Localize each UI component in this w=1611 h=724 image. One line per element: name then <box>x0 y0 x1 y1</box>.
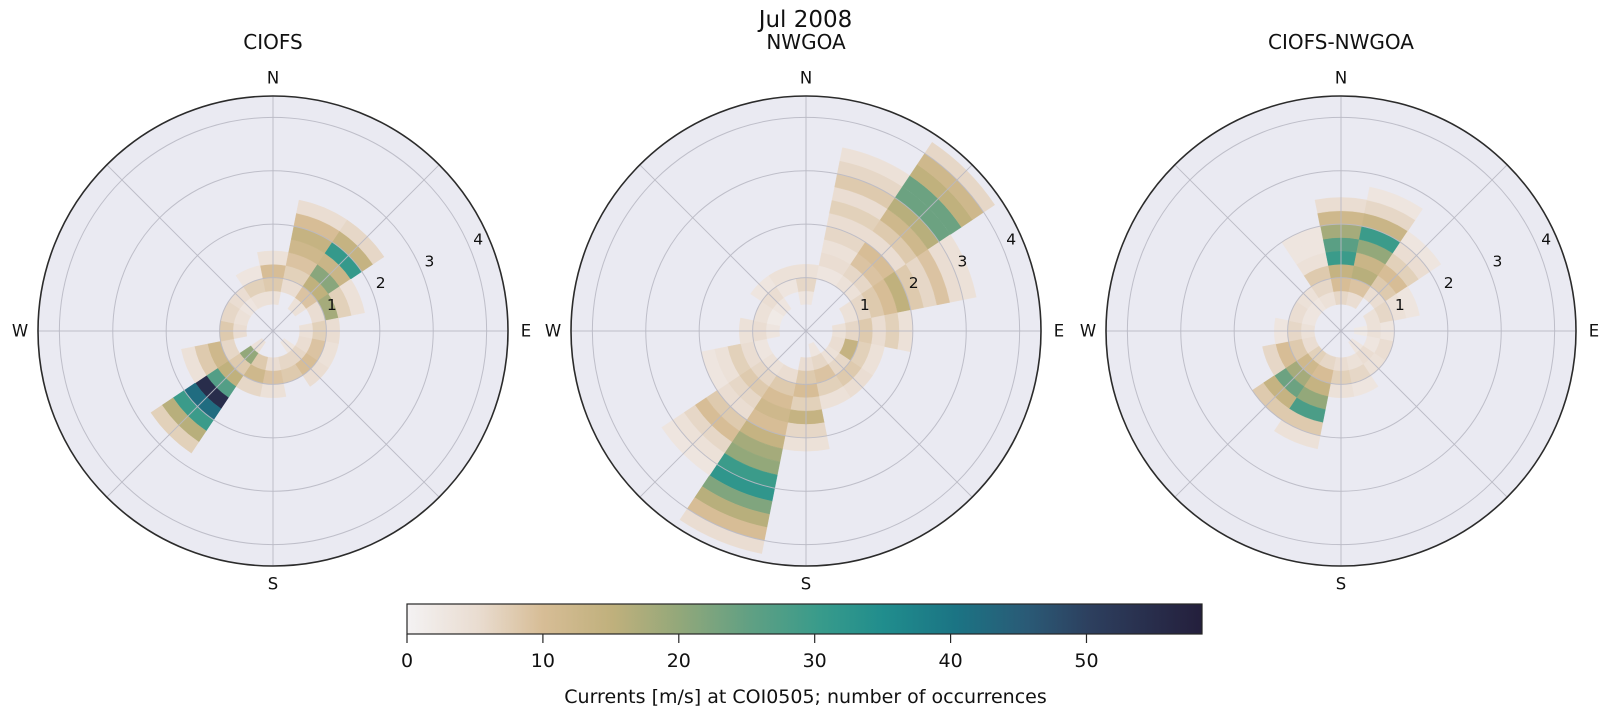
compass-label-w: W <box>545 322 561 341</box>
compass-label-s: S <box>1336 575 1346 594</box>
compass-label-n: N <box>1335 69 1347 88</box>
rose-cell <box>339 278 365 316</box>
rose-plot-ciofs-nwgoa: N E S W 1 2 3 4 <box>1080 69 1599 594</box>
colorbar-tick-label: 30 <box>803 650 827 672</box>
radial-tick-label: 2 <box>1444 274 1454 292</box>
colorbar-tick-label: 20 <box>667 650 691 672</box>
rose-plot-nwgoa: N E S W 1 2 3 4 <box>545 69 1064 594</box>
compass-label-n: N <box>800 69 812 88</box>
rose-cell <box>1262 343 1286 376</box>
colorbar-tick-label: 50 <box>1074 650 1098 672</box>
radial-tick-label: 1 <box>1395 296 1405 314</box>
rose-plot-ciofs: N E S W 1 2 3 4 <box>12 69 531 594</box>
radial-tick-label: 1 <box>860 296 870 314</box>
chart-title-ciofs: CIOFS <box>243 30 303 54</box>
colorbar: 0 10 20 30 40 50 <box>401 603 1203 672</box>
grid-spoke <box>805 330 973 498</box>
grid-spoke <box>272 164 440 332</box>
grid-spoke <box>272 330 440 498</box>
polar-chart-nwgoa: NWGOA N E S W 1 2 3 4 <box>536 30 1076 596</box>
compass-label-s: S <box>268 575 278 594</box>
compass-label-s: S <box>801 575 811 594</box>
radial-tick-label: 3 <box>1492 252 1502 270</box>
polar-spine <box>1105 95 1577 567</box>
compass-label-e: E <box>521 322 531 341</box>
radial-tick-label: 3 <box>424 252 434 270</box>
colorbar-tick-label: 10 <box>531 650 555 672</box>
grid-spoke <box>805 164 973 332</box>
radial-tick-label: 1 <box>327 296 337 314</box>
colorbar-label: Currents [m/s] at COI0505; number of occ… <box>564 686 1047 708</box>
radial-tick-label: 2 <box>909 274 919 292</box>
radial-tick-label: 4 <box>473 231 483 249</box>
rose-cell <box>1396 286 1420 319</box>
polar-chart-ciofs-nwgoa: CIOFS-NWGOA N E S W 1 2 3 4 <box>1071 30 1611 596</box>
rose-cell <box>181 346 207 384</box>
grid-spoke <box>1340 330 1508 498</box>
compass-label-e: E <box>1054 322 1064 341</box>
grid-spoke <box>1340 164 1508 332</box>
grid-spoke <box>1174 330 1342 498</box>
colorbar-tick-label: 40 <box>938 650 962 672</box>
compass-label-w: W <box>12 322 28 341</box>
radial-tick-label: 2 <box>376 274 386 292</box>
compass-label-e: E <box>1589 322 1599 341</box>
chart-title-nwgoa: NWGOA <box>766 30 846 54</box>
grid-spoke <box>106 330 274 498</box>
grid-spoke <box>639 164 807 332</box>
rose-cell <box>1366 186 1423 221</box>
grid-spoke <box>106 164 274 332</box>
colorbar-gradient <box>406 603 1203 635</box>
polar-chart-ciofs: CIOFS N E S W 1 2 3 4 <box>3 30 543 596</box>
radial-tick-label: 3 <box>957 252 967 270</box>
figure-title: Jul 2008 <box>758 7 853 33</box>
colorbar-tick-label: 0 <box>401 650 413 672</box>
grid-spoke <box>1174 164 1342 332</box>
chart-title-ciofs-nwgoa: CIOFS-NWGOA <box>1268 30 1414 54</box>
polar-spine <box>570 95 1042 567</box>
grid-spoke <box>639 330 807 498</box>
compass-label-w: W <box>1080 322 1096 341</box>
polar-spine <box>37 95 509 567</box>
compass-label-n: N <box>267 69 279 88</box>
radial-tick-label: 4 <box>1006 231 1016 249</box>
radial-tick-label: 4 <box>1541 231 1551 249</box>
